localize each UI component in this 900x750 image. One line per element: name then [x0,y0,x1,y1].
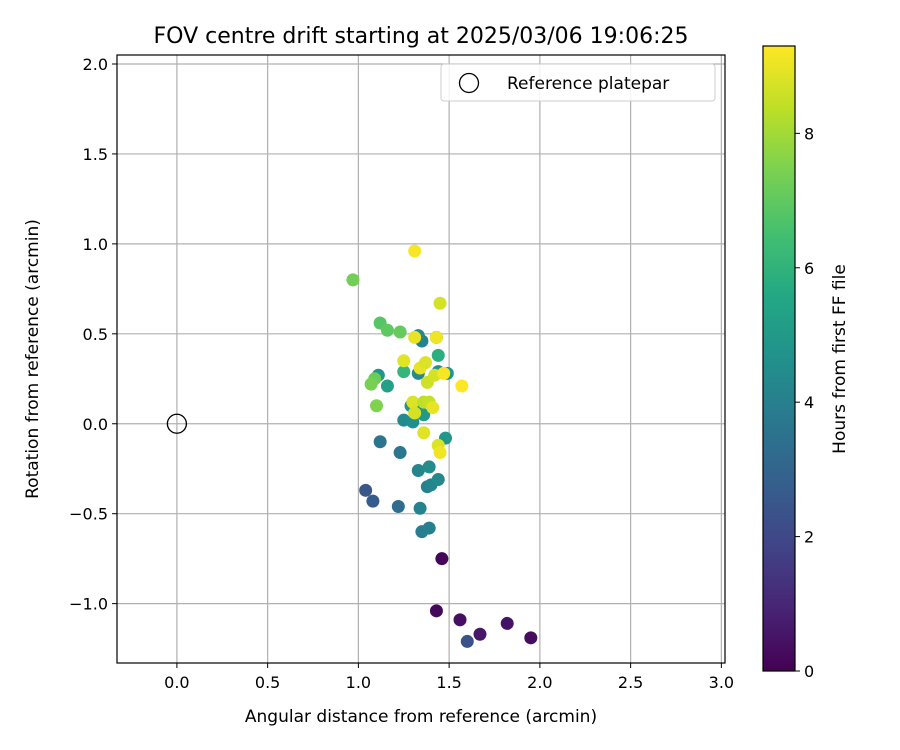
scatter-point [433,296,447,310]
scatter-point [380,379,394,393]
legend-entry-label: Reference platepar [507,74,669,94]
y-tick-label: −0.5 [69,505,108,524]
scatter-point [397,365,411,379]
scatter-point [373,435,387,449]
scatter-point [524,631,538,645]
scatter-point [429,604,443,618]
scatter-point [408,406,422,420]
scatter-point [366,494,380,508]
scatter-point [408,330,422,344]
scatter-point [455,379,469,393]
scatter-point [370,399,384,413]
x-tick-label: 2.5 [618,673,643,692]
colorbar-tick-label: 6 [804,259,814,278]
scatter-point [422,521,436,535]
scatter-point [453,613,467,627]
chart-title: FOV centre drift starting at 2025/03/06 … [154,24,689,49]
plot-frame [116,54,726,664]
scatter-point [413,501,427,515]
x-tick-label: 3.0 [709,673,734,692]
scatter-point [393,446,407,460]
colorbar: 0 2 4 6 8 Hours from first FF file [762,45,850,681]
scatter-point [433,446,447,460]
scatter-point [406,395,420,409]
scatter-point [417,426,431,440]
scatter-point [437,366,451,380]
scatter-point [411,464,425,478]
legend-box [440,63,716,102]
y-tick-label: −1.0 [69,595,108,614]
y-tick-label: 2.0 [83,55,108,74]
scatter-point [435,552,449,566]
x-tick-label: 0.5 [255,673,280,692]
scatter-point [426,401,440,415]
x-axis-label: Angular distance from reference (arcmin) [245,707,597,727]
scatter-point [359,483,373,497]
x-tick-label: 1.5 [436,673,461,692]
x-tick-label: 2.0 [527,673,552,692]
scatter-point [393,325,407,339]
scatter-point [364,377,378,391]
scatter-point [391,500,405,514]
x-tick-label: 1.0 [346,673,371,692]
y-tick-label: 1.0 [83,235,108,254]
y-tick-label: 1.5 [83,145,108,164]
y-tick-label: 0.0 [83,415,108,434]
colorbar-ticks: 0 2 4 6 8 [795,124,814,681]
scatter-point [346,273,360,287]
scatter-point [380,323,394,337]
legend-marker-icon [458,72,480,94]
scatter-point [431,348,445,362]
scatter-point [500,616,514,630]
scatter-point [429,330,443,344]
scatter-point [422,460,436,474]
scatter-point [397,354,411,368]
reference-platepar-marker [166,413,188,434]
scatter-point [408,244,422,258]
scatter-point [431,473,445,487]
colorbar-tick-label: 0 [804,662,814,681]
scatter-point [473,627,487,641]
y-axis-label: Rotation from reference (arcmin) [23,219,43,499]
scatter-point [460,634,474,648]
colorbar-tick-label: 4 [804,393,814,412]
colorbar-gradient [762,45,796,672]
scatter-point [419,356,433,370]
scatter-points [346,244,538,648]
axis-ticks: 0.0 0.5 1.0 1.5 2.0 2.5 3.0 −1.0 −0.5 0.0 0.5 1.0 1.… [69,55,734,692]
legend: Reference platepar [440,63,716,102]
colorbar-label: Hours from first FF file [830,264,850,454]
x-tick-label: 0.0 [164,673,189,692]
colorbar-tick-label: 2 [804,528,814,547]
reference-marker-group [166,413,188,434]
y-tick-label: 0.5 [83,325,108,344]
colorbar-tick-label: 8 [804,124,814,143]
